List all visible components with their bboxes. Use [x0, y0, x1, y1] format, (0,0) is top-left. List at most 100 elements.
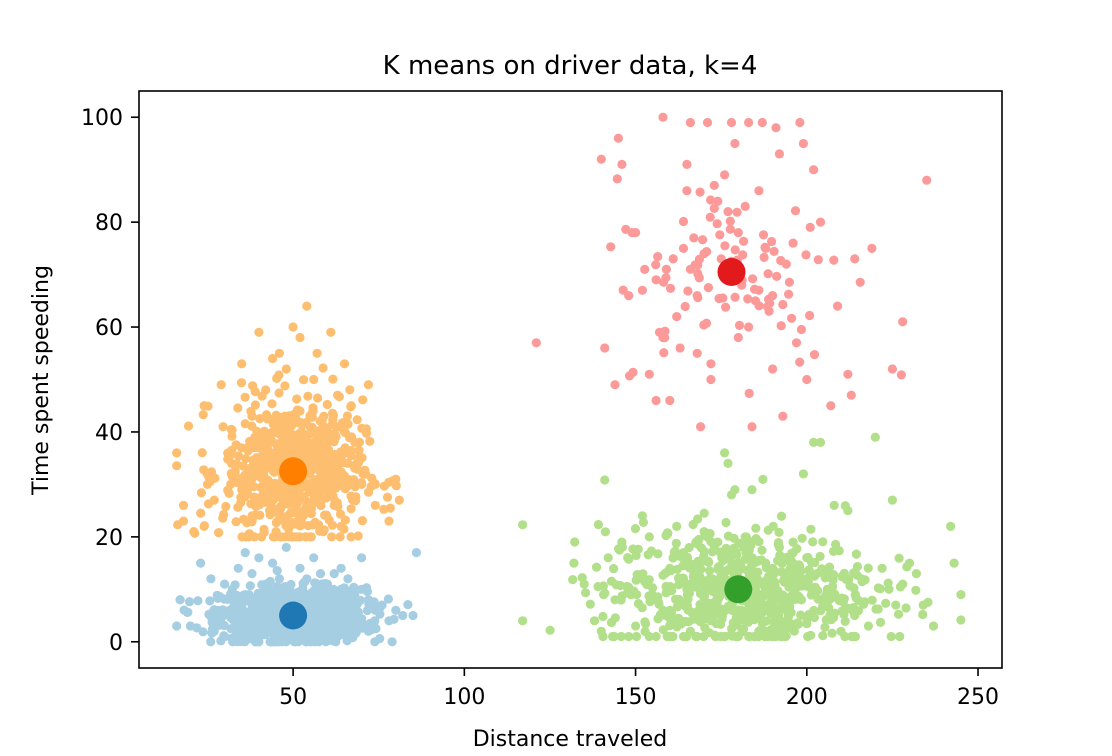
data-point — [339, 458, 349, 468]
data-point — [689, 233, 699, 243]
data-point — [617, 542, 628, 552]
data-point — [204, 472, 214, 482]
data-point — [258, 467, 269, 477]
data-point — [612, 174, 622, 184]
data-point — [311, 436, 321, 446]
data-point — [783, 613, 793, 623]
data-point — [730, 485, 740, 495]
data-point — [352, 415, 362, 425]
data-point — [610, 613, 620, 623]
data-point — [219, 631, 229, 641]
data-point — [335, 480, 345, 490]
data-point — [248, 381, 258, 391]
data-point — [300, 577, 310, 587]
data-point — [660, 333, 670, 343]
data-point — [863, 621, 874, 631]
data-point — [651, 260, 661, 270]
data-point — [233, 563, 243, 573]
data-point — [946, 521, 956, 532]
data-point — [259, 600, 269, 610]
data-point — [613, 133, 624, 143]
data-point — [233, 403, 243, 413]
data-point — [640, 264, 650, 274]
data-point — [705, 566, 715, 576]
data-point — [295, 563, 305, 573]
data-point — [643, 550, 653, 560]
data-point — [173, 520, 183, 530]
data-point — [336, 563, 346, 573]
data-point — [846, 390, 856, 400]
data-point — [744, 322, 754, 332]
data-point — [715, 230, 725, 240]
data-point — [203, 499, 214, 509]
data-point — [692, 631, 702, 642]
data-point — [730, 245, 740, 255]
data-point — [713, 594, 723, 604]
data-point — [385, 503, 395, 513]
data-point — [288, 419, 298, 429]
data-point — [256, 630, 266, 640]
data-point — [771, 123, 781, 133]
data-point — [298, 448, 308, 458]
data-point — [346, 446, 356, 456]
data-point — [705, 212, 715, 222]
cluster-1-points — [172, 542, 421, 647]
data-point — [710, 631, 721, 642]
data-point — [403, 600, 413, 610]
data-point — [708, 587, 718, 597]
data-point — [875, 617, 886, 628]
data-point — [585, 599, 595, 609]
data-point — [721, 517, 731, 528]
data-point — [196, 558, 206, 568]
data-point — [651, 631, 661, 642]
data-point — [339, 524, 349, 534]
data-point — [339, 359, 350, 369]
data-point — [744, 117, 754, 128]
data-point — [631, 575, 641, 585]
data-point — [834, 596, 845, 606]
data-point — [243, 446, 253, 456]
data-point — [688, 519, 698, 530]
data-point — [805, 310, 815, 321]
data-point — [198, 410, 208, 420]
data-point — [675, 343, 685, 353]
data-point — [821, 615, 831, 625]
data-point — [341, 620, 351, 630]
data-point — [284, 499, 294, 509]
data-point — [600, 343, 610, 353]
data-point — [709, 203, 719, 213]
data-point — [716, 549, 727, 559]
data-point — [699, 587, 709, 597]
data-point — [732, 550, 742, 560]
data-point — [302, 301, 312, 311]
data-point — [411, 548, 421, 558]
data-point — [780, 621, 790, 631]
data-point — [197, 448, 207, 458]
data-point — [178, 500, 189, 510]
data-point — [632, 589, 642, 600]
data-point — [784, 289, 794, 299]
data-point — [887, 364, 898, 374]
data-point — [840, 631, 850, 642]
data-point — [824, 562, 835, 572]
data-point — [827, 628, 837, 638]
data-point — [706, 359, 716, 369]
data-point — [263, 586, 273, 596]
data-point — [611, 580, 622, 590]
data-point — [207, 628, 217, 638]
data-point — [767, 236, 777, 247]
data-point — [797, 533, 807, 543]
data-point — [723, 531, 734, 541]
data-point — [867, 595, 877, 605]
data-point — [682, 186, 692, 196]
data-point — [277, 511, 287, 521]
data-point — [301, 496, 311, 506]
data-point — [887, 495, 898, 505]
data-point — [956, 590, 966, 600]
data-point — [570, 537, 580, 547]
data-point — [268, 353, 278, 364]
data-point — [794, 566, 804, 577]
data-point — [358, 395, 368, 405]
x-axis-label: Distance traveled — [473, 727, 668, 752]
data-point — [325, 462, 335, 472]
